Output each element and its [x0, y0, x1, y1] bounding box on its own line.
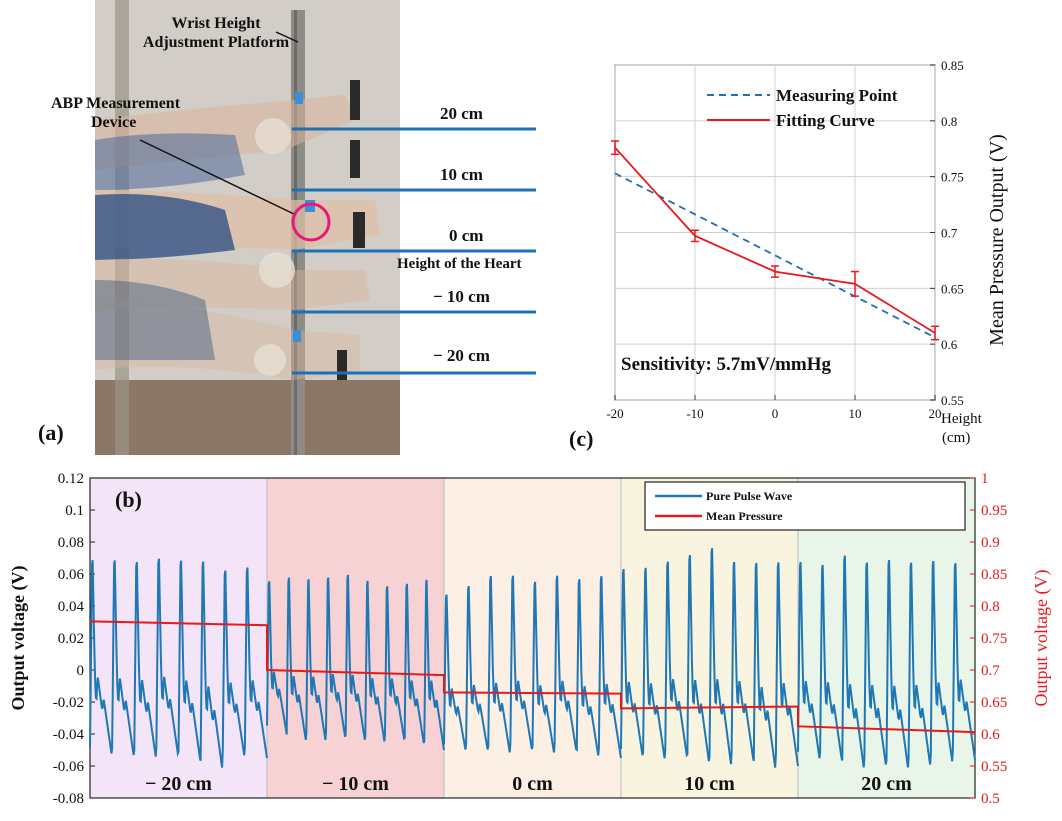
pulse-wave-segment — [443, 575, 622, 759]
chart-c-series — [611, 140, 939, 341]
chart-c-xtick-label: 20 — [929, 406, 942, 421]
chart-b-right-ticks: 0.5 0.55 0.6 0.65 0.7 0.75 0.8 0.85 0.9 0.95 1 — [970, 471, 1007, 807]
legend-fitting-curve-label: Fitting Curve — [776, 111, 875, 130]
chart-b-pulse-series — [89, 548, 976, 768]
chart-b-right-tick-label: 0.8 — [981, 599, 1000, 615]
chart-b-ylabel-right: Output voltage (V) — [1031, 570, 1052, 707]
chart-b-segment-labels: − 20 cm − 10 cm 0 cm 10 cm 20 cm — [145, 773, 912, 795]
chart-b-left-tick-label: -0.02 — [53, 695, 84, 711]
platform-label-line1: Wrist Height — [171, 15, 261, 32]
platform-label: Wrist Height Adjustment Platform — [131, 14, 301, 52]
pulse-wave-segment — [620, 548, 799, 768]
chart-c-xlabel-line1: Height — [941, 411, 983, 427]
chart-c-y-ticks: 0.55 0.6 0.65 0.7 0.75 0.8 0.85 — [930, 58, 964, 408]
chart-b-left-tick-label: 0 — [77, 663, 85, 679]
chart-b-left-tick-label: 0.1 — [65, 503, 84, 519]
segment-label: 0 cm — [512, 773, 553, 795]
panel-c-tag: (c) — [569, 426, 594, 451]
chart-b-right-tick-label: 0.55 — [981, 759, 1007, 775]
panel-a-overlay — [139, 31, 536, 375]
chart-b-mean-series — [89, 620, 976, 734]
level-label-10: 10 cm — [440, 165, 483, 184]
level-label-0: 0 cm — [449, 226, 484, 245]
chart-c-xtick-label: -10 — [686, 406, 703, 421]
device-label-line2: Device — [91, 114, 137, 131]
platform-label-line2: Adjustment Platform — [142, 34, 290, 51]
pulse-wave-segment — [797, 555, 976, 768]
pulse-wave-segment — [89, 558, 268, 768]
chart-b-left-tick-label: 0.08 — [58, 535, 84, 551]
device-highlight-circle — [291, 202, 331, 242]
chart-c-ytick-label: 0.85 — [941, 58, 964, 73]
level-label-neg10: − 10 cm — [433, 287, 490, 306]
panel-a-tag: (a) — [38, 420, 64, 445]
level-label-20: 20 cm — [440, 104, 483, 123]
chart-c-ytick-label: 0.6 — [941, 337, 958, 352]
chart-c-ytick-label: 0.7 — [941, 226, 958, 241]
chart-b-left-tick-label: -0.08 — [53, 791, 84, 807]
chart-b-right-tick-label: 0.65 — [981, 695, 1007, 711]
device-label: ABP Measurement Device — [51, 94, 241, 132]
chart-b-right-tick-label: 0.85 — [981, 567, 1007, 583]
segment-label: − 20 cm — [145, 773, 212, 795]
device-pointer — [139, 139, 297, 216]
chart-b-left-ticks: -0.08 -0.06 -0.04 -0.02 0 0.02 0.04 0.06 0.08 0.1… — [53, 471, 95, 807]
segment-label: − 10 cm — [322, 773, 389, 795]
chart-c-annotation: Sensitivity: 5.7mV/mmHg — [621, 354, 832, 375]
chart-b-left-tick-label: 0.02 — [58, 631, 84, 647]
chart-c-xtick-label: 0 — [772, 406, 779, 421]
chart-b-ylabel-left: Output voltage (V) — [8, 566, 29, 711]
chart-c-legend: Measuring Point Fitting Curve — [707, 86, 898, 130]
pulse-wave-segment — [266, 574, 445, 751]
legend-pulse-label: Pure Pulse Wave — [706, 489, 793, 503]
chart-b-left-tick-label: 0.06 — [58, 567, 85, 583]
chart-b-right-tick-label: 0.7 — [981, 663, 1000, 679]
chart-c-ytick-label: 0.65 — [941, 281, 964, 296]
legend-measuring-point-label: Measuring Point — [776, 86, 898, 105]
chart-c-ytick-label: 0.75 — [941, 170, 964, 185]
chart-b: -0.08 -0.06 -0.04 -0.02 0 0.02 0.04 0.06 0.08 0.1… — [8, 471, 1052, 807]
chart-b-left-tick-label: 0.04 — [58, 599, 85, 615]
chart-b-right-tick-label: 0.95 — [981, 503, 1007, 519]
chart-b-right-tick-label: 0.75 — [981, 631, 1007, 647]
mean-pressure-line — [89, 620, 976, 734]
segment-background — [267, 478, 444, 798]
chart-c-ytick-label: 0.8 — [941, 114, 957, 129]
legend-mean-label: Mean Pressure — [706, 509, 783, 523]
segment-label: 20 cm — [861, 773, 912, 795]
segment-label: 10 cm — [684, 773, 735, 795]
chart-b-left-tick-label: -0.06 — [53, 759, 85, 775]
chart-b-legend: Pure Pulse Wave Mean Pressure — [644, 481, 966, 531]
platform-pointer — [275, 31, 299, 43]
chart-b-left-tick-label: 0.12 — [58, 471, 84, 487]
chart-c: -20 -10 0 10 20 0.55 0.6 0.65 0.7 0.75 0.8 0.85 Me… — [606, 58, 1008, 446]
chart-b-right-tick-label: 0.6 — [981, 727, 1000, 743]
chart-b-legend-box — [644, 481, 966, 531]
chart-c-x-ticks: -20 -10 0 10 20 — [606, 395, 942, 421]
level-label-neg20: − 20 cm — [433, 346, 490, 365]
chart-c-ylabel: Mean Pressure Output (V) — [986, 134, 1008, 346]
chart-c-xtick-label: 10 — [849, 406, 862, 421]
chart-b-right-tick-label: 0.5 — [981, 791, 1000, 807]
chart-b-tag: (b) — [115, 487, 142, 512]
chart-c-xlabel-line2: (cm) — [942, 430, 970, 446]
chart-c-xtick-label: -20 — [606, 406, 623, 421]
chart-b-right-tick-label: 1 — [981, 471, 989, 487]
device-label-line1: ABP Measurement — [51, 95, 181, 112]
chart-b-right-tick-label: 0.9 — [981, 535, 1000, 551]
chart-c-ytick-label: 0.55 — [941, 393, 964, 408]
heart-label: Height of the Heart — [397, 256, 522, 272]
chart-b-left-tick-label: -0.04 — [53, 727, 85, 743]
